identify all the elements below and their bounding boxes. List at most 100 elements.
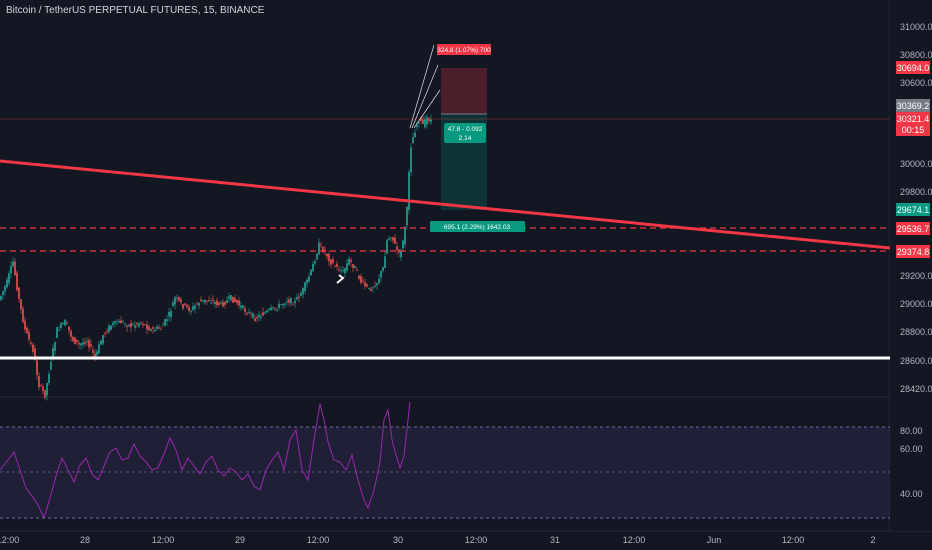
rsi-line [0, 401, 411, 520]
candle-body [110, 325, 112, 330]
candle-body [112, 322, 114, 325]
rsi-tick: 40.00 [900, 489, 923, 499]
candle-body [378, 278, 380, 284]
time-tick: 12:00 [152, 535, 175, 545]
candle-body [264, 312, 266, 314]
rsi-axis[interactable]: 80.00 60.00 40.00 [900, 426, 923, 499]
candle-body [124, 323, 126, 325]
candle-body [412, 137, 414, 144]
candle-body [132, 324, 134, 326]
candle-body [332, 259, 334, 264]
candle-body [84, 342, 86, 345]
candle-body [262, 312, 264, 316]
candle-body [372, 287, 374, 289]
candle-body [244, 308, 246, 312]
candle-body [6, 279, 8, 288]
candle-body [202, 299, 204, 301]
candle-body [2, 291, 4, 296]
candle-body [80, 343, 82, 346]
candle-body [330, 259, 332, 265]
candle-body [60, 323, 62, 328]
rsi-panel [0, 397, 932, 531]
candle-body [72, 336, 74, 341]
price-tag-current [896, 112, 930, 136]
time-axis[interactable]: 12:00 28 12:00 29 12:00 30 12:00 31 12:0… [0, 535, 876, 545]
candle-body [158, 327, 160, 329]
candle-body [106, 331, 108, 333]
candle-body [320, 244, 322, 246]
candle-body [422, 119, 424, 125]
candle-body [234, 298, 236, 302]
candle-body [260, 316, 262, 319]
candle-body [364, 282, 366, 287]
candle-body [394, 237, 396, 244]
candle-body [348, 258, 350, 265]
candle-body [346, 263, 348, 271]
svg-text:30369.2: 30369.2 [897, 101, 930, 111]
candle-body [402, 240, 404, 249]
candle-body [88, 340, 90, 348]
candle-body [208, 299, 210, 302]
candle-body [154, 329, 156, 332]
candle-body [62, 323, 64, 324]
candle-body [118, 320, 120, 323]
candle-body [338, 269, 340, 271]
svg-text:00:15: 00:15 [902, 125, 925, 135]
candle-body [236, 300, 238, 304]
candle-body [408, 171, 410, 210]
candle-body [92, 349, 94, 353]
candle-body [128, 324, 130, 327]
candle-body [288, 299, 290, 303]
candlestick-series [0, 113, 432, 401]
price-tag-29674 [896, 203, 930, 216]
candle-body [30, 342, 32, 344]
candle-body [198, 303, 200, 306]
candle-body [54, 342, 56, 351]
candle-body [0, 295, 2, 300]
candle-body [66, 322, 68, 325]
time-tick: 12:00 [307, 535, 330, 545]
time-tick: 29 [235, 535, 245, 545]
candle-body [300, 293, 302, 296]
price-tick: 31000.0 [900, 22, 932, 32]
candle-body [268, 309, 270, 310]
price-tick: 30000.0 [900, 159, 932, 169]
time-tick: 28 [80, 535, 90, 545]
candle-body [376, 283, 378, 286]
candle-body [424, 118, 426, 128]
candle-body [194, 305, 196, 309]
candle-body [354, 266, 356, 269]
fan-lines[interactable] [336, 44, 441, 284]
candle-body [64, 319, 66, 326]
chart-symbol-title: Bitcoin / TetherUS PERPETUAL FUTURES, 15… [6, 5, 265, 16]
price-tag-29536 [896, 222, 930, 235]
candle-body [398, 249, 400, 253]
candle-body [90, 344, 92, 347]
price-tick: 29800.0 [900, 187, 932, 197]
candle-body [182, 304, 184, 309]
svg-text:30694.0: 30694.0 [897, 63, 930, 73]
candle-body [418, 122, 420, 124]
candle-body [252, 313, 254, 318]
candle-body [230, 295, 232, 301]
candle-body [294, 300, 296, 304]
horizontal-levels[interactable] [0, 118, 891, 360]
trend-line [0, 159, 891, 250]
candle-body [70, 330, 72, 337]
candle-body [380, 271, 382, 278]
candle-body [428, 118, 430, 122]
candle-body [318, 242, 320, 255]
candle-body [146, 324, 148, 330]
candle-body [416, 125, 418, 128]
candle-body [232, 296, 234, 303]
price-axis[interactable]: 31000.0 30800.0 30600.0 30000.0 29800.0 … [890, 0, 932, 397]
candle-body [28, 332, 30, 340]
candle-body [136, 323, 138, 325]
candle-body [286, 301, 288, 303]
candle-body [430, 119, 432, 122]
candle-body [266, 310, 268, 313]
candle-body [326, 253, 328, 257]
candle-body [304, 282, 306, 292]
candle-body [178, 297, 180, 301]
